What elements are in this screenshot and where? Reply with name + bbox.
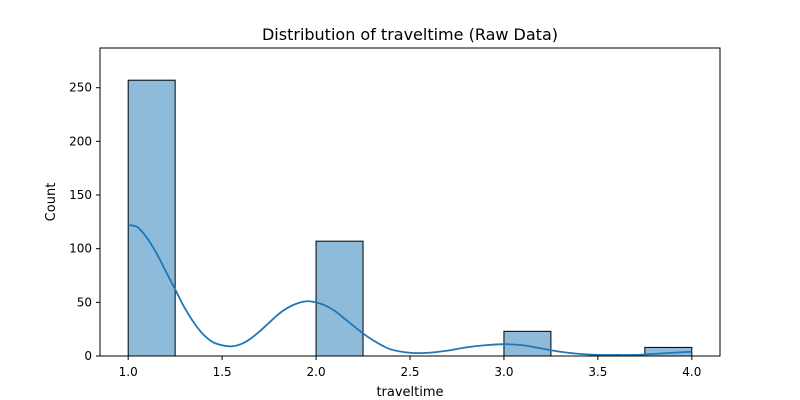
histogram-bar (315, 240, 364, 357)
y-tick-label: 100 (69, 242, 92, 256)
y-tick-label: 50 (77, 295, 92, 309)
y-tick-label: 250 (69, 81, 92, 95)
y-tick-label: 150 (69, 188, 92, 202)
x-axis: 1.0 1.5 2.0 2.5 3.0 3.5 4.0 (119, 356, 701, 379)
x-tick-label: 1.0 (119, 365, 138, 379)
x-axis-label: traveltime (376, 385, 443, 400)
y-tick-label: 200 (69, 134, 92, 148)
chart-title: Distribution of traveltime (Raw Data) (262, 25, 558, 44)
y-tick-label: 0 (84, 349, 92, 363)
x-tick-label: 2.5 (400, 365, 419, 379)
histogram-bars (127, 79, 693, 357)
x-tick-label: 2.0 (307, 365, 326, 379)
x-tick-label: 1.5 (213, 365, 232, 379)
y-axis-label: Count (44, 183, 59, 222)
x-tick-label: 3.0 (494, 365, 513, 379)
x-tick-label: 3.5 (588, 365, 607, 379)
kde-curve (127, 224, 692, 356)
x-tick-label: 4.0 (682, 365, 701, 379)
histogram-bar (127, 79, 176, 357)
y-axis: 0 50 100 150 200 250 (69, 81, 100, 363)
